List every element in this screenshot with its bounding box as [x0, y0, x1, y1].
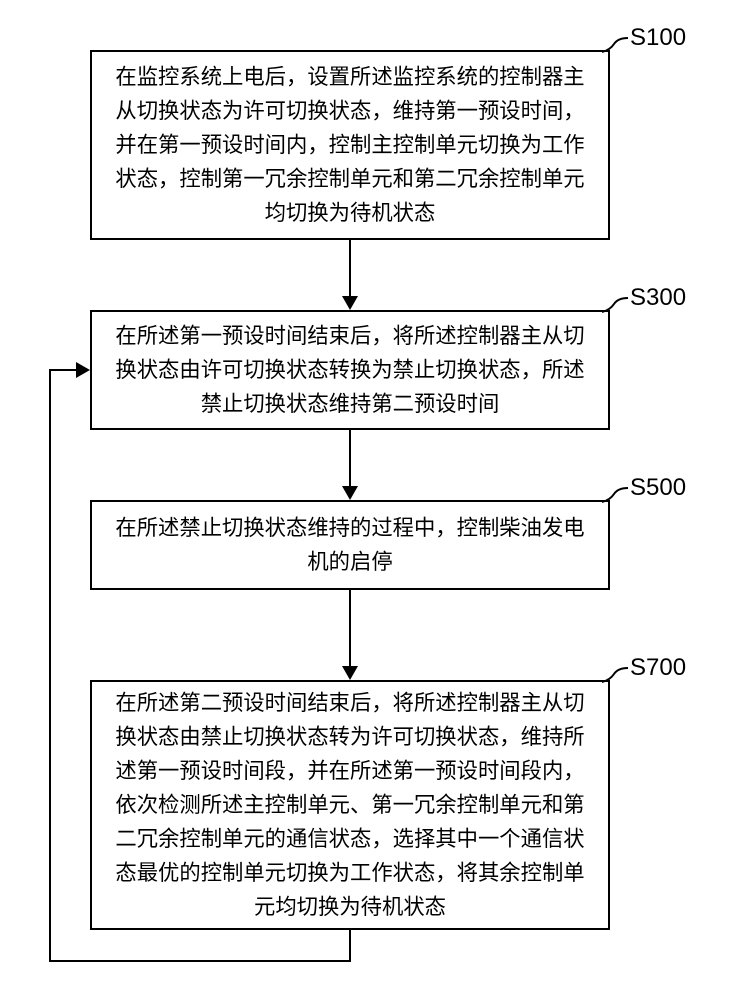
loop-seg-down	[349, 930, 351, 960]
step-label-s100: S100	[630, 24, 686, 52]
edge-s500-s700-head	[342, 666, 358, 680]
loop-seg-into-s300	[49, 369, 76, 371]
step-label-s300: S300	[630, 284, 686, 312]
flow-node-s300-text: 在所述第一预设时间结束后，将所述控制器主从切换状态由许可切换状态转换为禁止切换状…	[106, 319, 594, 421]
step-label-s700: S700	[630, 654, 686, 682]
loop-seg-bottom	[49, 960, 351, 962]
edge-s100-s300-head	[342, 296, 358, 310]
edge-s100-s300	[349, 240, 351, 296]
flow-node-s500-text: 在所述禁止切换状态维持的过程中，控制柴油发电机的启停	[106, 511, 594, 579]
flow-node-s700: 在所述第二预设时间结束后，将所述控制器主从切换状态由禁止切换状态转为许可切换状态…	[90, 680, 610, 930]
edge-s300-s500-head	[342, 486, 358, 500]
loop-head	[76, 362, 90, 378]
flow-node-s300: 在所述第一预设时间结束后，将所述控制器主从切换状态由许可切换状态转换为禁止切换状…	[90, 310, 610, 430]
flowchart-canvas: 在监控系统上电后，设置所述监控系统的控制器主从切换状态为许可切换状态，维持第一预…	[0, 0, 730, 1000]
edge-s300-s500	[349, 430, 351, 486]
step-label-s500: S500	[630, 474, 686, 502]
flow-node-s500: 在所述禁止切换状态维持的过程中，控制柴油发电机的启停	[90, 500, 610, 590]
flow-node-s700-text: 在所述第二预设时间结束后，将所述控制器主从切换状态由禁止切换状态转为许可切换状态…	[106, 686, 594, 925]
edge-s500-s700	[349, 590, 351, 666]
loop-seg-left	[49, 370, 51, 962]
flow-node-s100-text: 在监控系统上电后，设置所述监控系统的控制器主从切换状态为许可切换状态，维持第一预…	[106, 60, 594, 231]
flow-node-s100: 在监控系统上电后，设置所述监控系统的控制器主从切换状态为许可切换状态，维持第一预…	[90, 50, 610, 240]
